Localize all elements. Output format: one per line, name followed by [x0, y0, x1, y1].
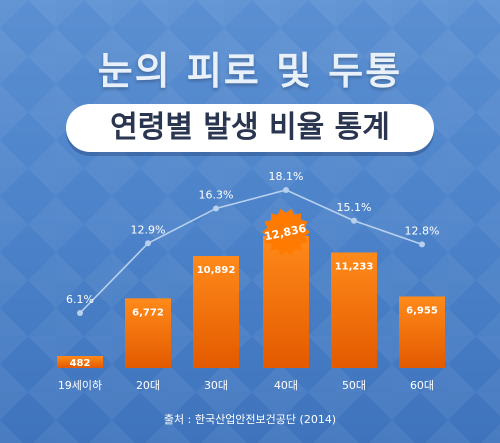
line-point — [419, 241, 425, 248]
source-note: 출처 : 한국산업안전보건공단 (2014) — [163, 413, 337, 426]
bar-value-label: 482 — [70, 358, 91, 369]
category-label: 30대 — [204, 379, 228, 392]
highlight-burst — [262, 208, 310, 256]
percent-label: 12.9% — [131, 223, 166, 236]
bar — [125, 298, 171, 368]
percent-line — [79, 189, 423, 314]
line-point — [283, 187, 289, 193]
bar — [399, 296, 445, 368]
bar — [193, 255, 239, 368]
line-point — [351, 217, 357, 224]
main-title: 눈의 피로 및 두통 — [97, 49, 403, 93]
subtitle-pill — [66, 104, 434, 152]
percent-label: 12.8% — [405, 224, 440, 237]
bar-value-label: 6,772 — [132, 307, 164, 318]
category-label: 19세이하 — [58, 378, 102, 392]
bar-value-label: 6,955 — [406, 305, 438, 316]
percent-label: 18.1% — [269, 170, 304, 183]
subtitle: 연령별 발생 비율 통계 — [110, 110, 390, 145]
line-point — [145, 240, 151, 247]
line-point — [77, 310, 83, 316]
bar — [263, 236, 309, 368]
bar-value-label: 11,233 — [335, 261, 374, 272]
line-point — [213, 205, 219, 212]
bar-value-label: 10,892 — [197, 265, 236, 276]
category-label: 40대 — [274, 379, 298, 392]
percent-label: 6.1% — [66, 293, 94, 306]
bar — [57, 356, 103, 368]
percent-label: 15.1% — [337, 201, 372, 214]
category-label: 60대 — [410, 379, 434, 392]
percent-label: 16.3% — [199, 188, 234, 201]
category-label: 20대 — [136, 379, 160, 392]
bar — [331, 252, 377, 368]
category-label: 50대 — [342, 379, 366, 392]
